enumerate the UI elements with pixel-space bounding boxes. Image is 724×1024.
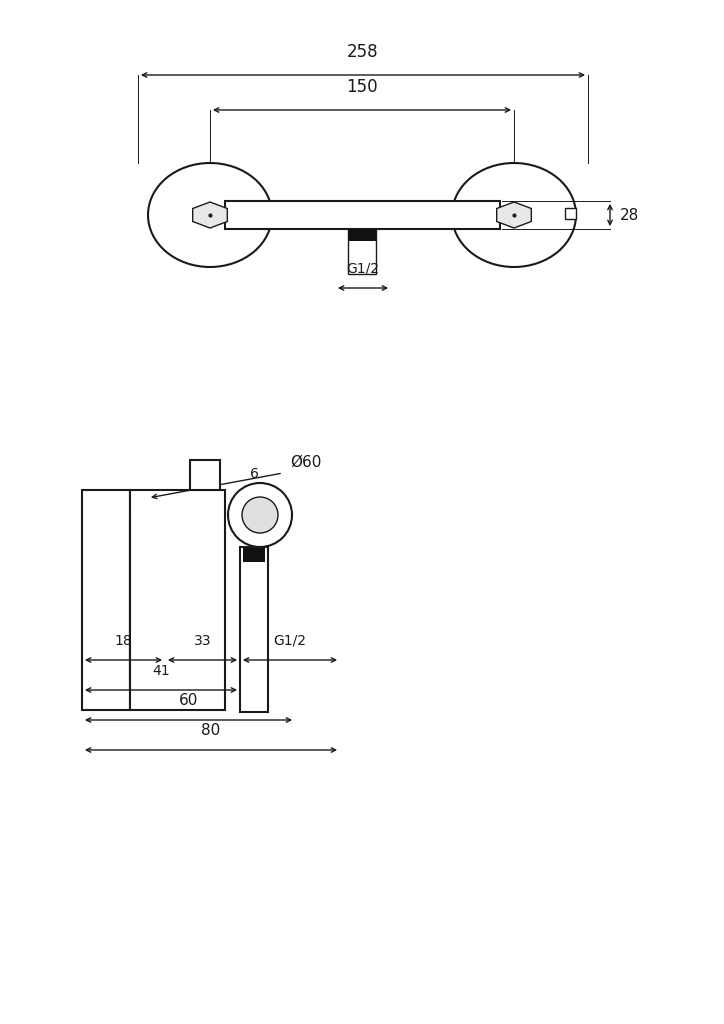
Ellipse shape [148, 163, 272, 267]
Text: 258: 258 [348, 43, 379, 61]
Bar [348, 229, 376, 274]
Text: G1/2: G1/2 [347, 262, 379, 276]
Bar [348, 229, 376, 241]
Text: 18: 18 [114, 634, 132, 648]
Text: Ø60: Ø60 [290, 455, 321, 469]
Polygon shape [497, 202, 531, 228]
Text: G1/2: G1/2 [274, 634, 306, 648]
Text: 33: 33 [194, 634, 211, 648]
Text: 60: 60 [179, 693, 198, 708]
Bar [565, 208, 576, 219]
Text: 41: 41 [152, 664, 170, 678]
Circle shape [242, 497, 278, 534]
Text: 6: 6 [250, 467, 258, 481]
Text: 28: 28 [620, 208, 639, 222]
Bar [243, 548, 265, 562]
Polygon shape [193, 202, 227, 228]
Bar [190, 460, 220, 490]
Bar [224, 201, 500, 229]
Bar [130, 520, 150, 680]
Bar [82, 490, 130, 710]
Text: 80: 80 [201, 723, 221, 738]
Ellipse shape [452, 163, 576, 267]
Bar [130, 490, 225, 710]
Bar [240, 547, 268, 712]
Text: 150: 150 [346, 78, 378, 96]
Circle shape [228, 483, 292, 547]
